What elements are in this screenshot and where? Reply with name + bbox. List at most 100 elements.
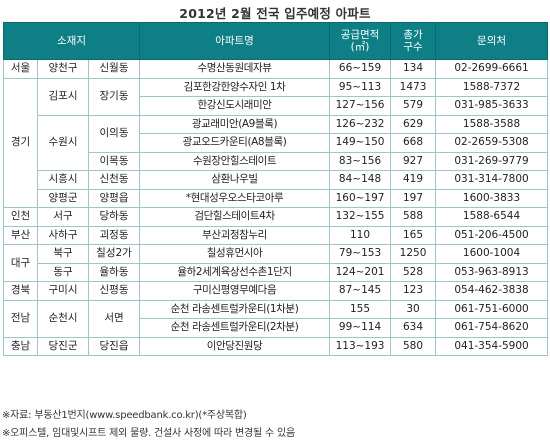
region-cell: 충남	[3, 336, 38, 356]
contact-phone: 1588-7372	[435, 77, 549, 97]
table-row: 충남 당진군 당진읍 이안당진원당 113~193 580 041-354-59…	[3, 336, 549, 356]
apartment-name: 순천 라송센트럴카운티(1차분)	[139, 299, 331, 319]
dong-cell: 칠성2가	[87, 244, 141, 264]
apartment-name: 김포한강한양수자인 1차	[139, 77, 331, 97]
region-cell: 경북	[3, 281, 38, 301]
supply-area: 95~113	[329, 77, 392, 97]
supply-area: 127~156	[329, 96, 392, 116]
apartment-name: 부산괴정참누리	[139, 225, 331, 245]
apartment-name: 율하2세계육상선수촌1단지	[139, 262, 331, 282]
household-count: 634	[390, 318, 437, 338]
header-households: 총가 구수	[390, 22, 437, 60]
header-area-line2: (㎡)	[350, 41, 370, 53]
household-count: 528	[390, 262, 437, 282]
city-cell: 구미시	[37, 281, 89, 301]
dong-cell: 서면	[87, 299, 141, 338]
dong-cell: 이목동	[87, 151, 141, 171]
header-apartment: 아파트명	[139, 22, 331, 60]
supply-area: 132~155	[329, 207, 392, 227]
table-row: 경북 구미시 신평동 구미신평영무예다음 87~145 123 054-462-…	[3, 281, 549, 301]
contact-phone: 051-206-4500	[435, 225, 549, 245]
household-count: 668	[390, 133, 437, 153]
dong-cell: 장기동	[87, 77, 141, 116]
header-area-line1: 공급면적	[340, 29, 380, 41]
region-cell: 부산	[3, 225, 38, 245]
city-cell: 동구	[37, 262, 89, 282]
city-cell: 양천구	[37, 59, 89, 79]
dong-cell: 양평읍	[87, 188, 141, 208]
household-count: 579	[390, 96, 437, 116]
table-row: 양평군 양평읍 *현대성우오스타코아루 160~197 197 1600-383…	[4, 188, 549, 208]
dong-cell: 신월동	[87, 59, 141, 79]
contact-phone: 1588-6544	[435, 207, 549, 227]
apartment-table: 소재지 아파트명 공급면적 (㎡) 총가 구수 문의처 서울 양천구 신월동 수명산…	[2, 22, 549, 356]
dong-cell: 당진읍	[87, 336, 141, 356]
table-row: 인천 서구 당하동 검단힐스테이트4차 132~155 588 1588-654…	[3, 207, 549, 227]
supply-area: 87~145	[329, 281, 392, 301]
apartment-name: 순천 라송센트럴카운티(2차분)	[139, 318, 331, 338]
apartment-name: 삼환나우빌	[139, 170, 331, 190]
supply-area: 149~150	[329, 133, 392, 153]
city-cell: 당진군	[37, 336, 89, 356]
dong-cell: 율하동	[87, 262, 141, 282]
household-count: 629	[390, 114, 437, 134]
dong-cell: 괴정동	[87, 225, 141, 245]
table-row: 수원시 이의동 광교래미안(A9블록) 126~232 629 1588-358…	[4, 114, 549, 171]
contact-phone: 1600-3833	[435, 188, 549, 208]
supply-area: 110	[329, 225, 392, 245]
contact-phone: 054-462-3838	[435, 281, 549, 301]
city-cell: 시흥시	[37, 170, 89, 190]
region-cell: 서울	[3, 59, 38, 79]
household-count: 123	[390, 281, 437, 301]
header-location: 소재지	[2, 22, 141, 60]
household-count: 1250	[390, 244, 437, 264]
contact-phone: 031-985-3633	[435, 96, 549, 116]
city-cell: 서구	[37, 207, 89, 227]
apartment-name: 이안당진원당	[139, 336, 331, 356]
contact-phone: 031-314-7800	[435, 170, 549, 190]
dong-cell: 당하동	[87, 207, 141, 227]
household-count: 419	[390, 170, 437, 190]
exclusion-footnote: ※오피스텔, 임대및시프트 제외 물량. 건설사 사정에 따라 변경될 수 있음	[2, 428, 295, 439]
page-title: 2012년 2월 전국 입주예정 아파트	[179, 6, 371, 21]
supply-area: 66~159	[329, 59, 392, 79]
header-households-line2: 구수	[403, 41, 423, 53]
apartment-name: 구미신평영무예다음	[139, 281, 331, 301]
header-area: 공급면적 (㎡)	[329, 22, 392, 60]
city-cell: 수원시	[37, 114, 89, 171]
table-row: 경기 김포시 장기동 김포한강한양수자인 1차 95~113 1473 1588…	[3, 77, 549, 208]
source-footnote: ※자료: 부동산1번지(www.speedbank.co.kr)(*주상복합)	[2, 410, 247, 421]
household-count: 927	[390, 151, 437, 171]
supply-area: 155	[329, 299, 392, 319]
apartment-name: 한강신도시래미안	[139, 96, 331, 116]
household-count: 580	[390, 336, 437, 356]
supply-area: 113~193	[329, 336, 392, 356]
table-row: 대구 북구 칠성2가 칠성휴먼시아 79~153 1250 1600-1004	[3, 244, 549, 282]
contact-phone: 053-963-8913	[435, 262, 549, 282]
household-count: 588	[390, 207, 437, 227]
supply-area: 84~148	[329, 170, 392, 190]
city-cell: 김포시	[37, 77, 89, 116]
contact-phone: 02-2699-6661	[435, 59, 549, 79]
table-row: 동구 율하동 율하2세계육상선수촌1단지 124~201 528 053-963…	[4, 262, 549, 282]
supply-area: 79~153	[329, 244, 392, 264]
supply-area: 124~201	[329, 262, 392, 282]
supply-area: 83~156	[329, 151, 392, 171]
contact-phone: 02-2659-5308	[435, 133, 549, 153]
city-cell: 사하구	[37, 225, 89, 245]
household-count: 197	[390, 188, 437, 208]
table-row: 시흥시 신천동 삼환나우빌 84~148 419 031-314-7800	[4, 170, 549, 190]
household-count: 30	[390, 299, 437, 319]
contact-phone: 031-269-9779	[435, 151, 549, 171]
contact-phone: 041-354-5900	[435, 336, 549, 356]
dong-cell: 이의동	[87, 114, 141, 153]
household-count: 165	[390, 225, 437, 245]
contact-phone: 061-754-8620	[435, 318, 549, 338]
apartment-name: 수명산동원데자뷰	[139, 59, 331, 79]
city-cell: 양평군	[37, 188, 89, 208]
dong-cell: 신평동	[87, 281, 141, 301]
apartment-name: *현대성우오스타코아루	[139, 188, 331, 208]
table-row: 순천 라송센트럴카운티(2차분) 99~114 634 061-754-8620	[4, 318, 549, 338]
header-row: 소재지 아파트명 공급면적 (㎡) 총가 구수 문의처	[2, 22, 549, 60]
apartment-name: 광교오드카운티(A8블록)	[139, 133, 331, 153]
